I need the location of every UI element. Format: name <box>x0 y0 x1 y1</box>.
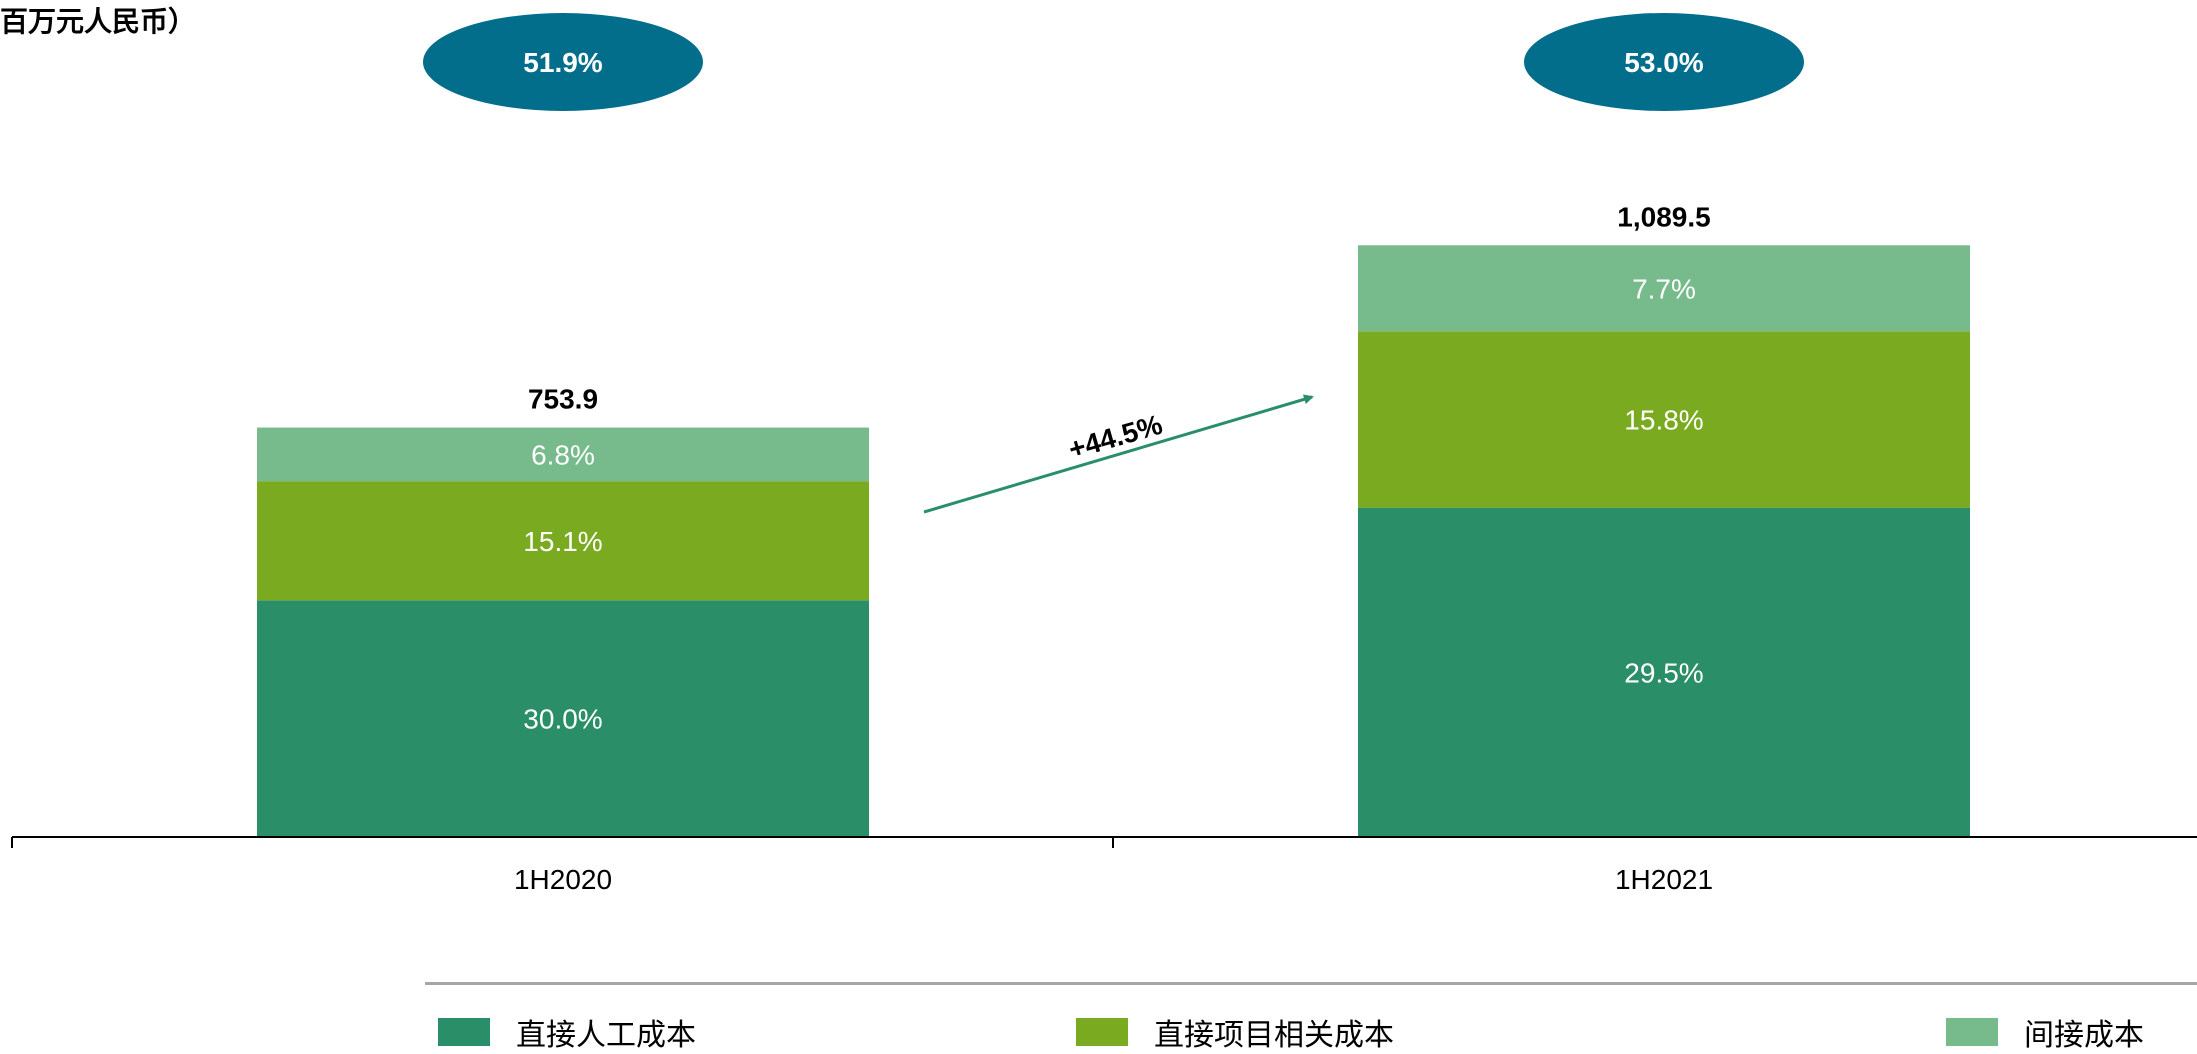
bar-project-1H2020 <box>257 481 869 601</box>
legend-item-project: 直接项目相关成本 <box>1076 1010 1394 1054</box>
bar-label-project-1H2020: 15.1% <box>523 526 602 557</box>
bar-label-indirect-1H2021: 7.7% <box>1632 273 1696 304</box>
legend-label-indirect: 间接成本 <box>2024 1018 2144 1053</box>
x-tick-label-1H2021: 1H2021 <box>1615 864 1713 895</box>
bar-label-labor-1H2021: 29.5% <box>1624 657 1703 688</box>
legend-label-project: 直接项目相关成本 <box>1154 1018 1394 1053</box>
bar-label-project-1H2021: 15.8% <box>1624 404 1703 435</box>
bar-indirect-1H2021 <box>1358 245 1970 332</box>
growth-arrow <box>923 394 1314 514</box>
unit-label: 百万元人民币） <box>0 5 197 38</box>
legend-item-labor: 直接人工成本 <box>438 1010 696 1054</box>
total-label-1H2021: 1,089.5 <box>1617 201 1710 232</box>
ratio-label-1H2021: 53.0% <box>1624 47 1703 78</box>
bar-label-indirect-1H2020: 6.8% <box>531 439 595 470</box>
ratio-ellipse-1H2020 <box>423 13 703 111</box>
bar-labor-1H2021 <box>1358 507 1970 837</box>
legend-divider <box>425 982 2197 985</box>
x-tick-label-1H2020: 1H2020 <box>514 864 612 895</box>
legend-swatch-indirect <box>1946 1018 1998 1046</box>
bar-project-1H2021 <box>1358 331 1970 508</box>
total-label-1H2020: 753.9 <box>528 384 598 415</box>
legend-swatch-labor <box>438 1018 490 1046</box>
ratio-ellipse-1H2021 <box>1524 13 1804 111</box>
legend-label-labor: 直接人工成本 <box>516 1018 696 1053</box>
legend-swatch-project <box>1076 1018 1128 1046</box>
bar-indirect-1H2020 <box>257 427 869 482</box>
bar-labor-1H2020 <box>257 600 869 837</box>
ratio-label-1H2020: 51.9% <box>523 47 602 78</box>
legend-item-indirect: 间接成本 <box>1946 1010 2144 1054</box>
bar-label-labor-1H2020: 30.0% <box>523 704 602 735</box>
